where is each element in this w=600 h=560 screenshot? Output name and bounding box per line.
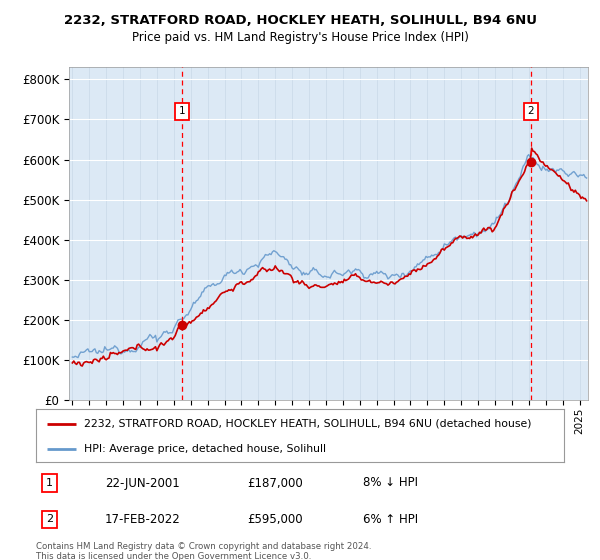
Text: 2: 2 (527, 106, 534, 116)
Text: 6% ↑ HPI: 6% ↑ HPI (364, 513, 418, 526)
Text: Price paid vs. HM Land Registry's House Price Index (HPI): Price paid vs. HM Land Registry's House … (131, 31, 469, 44)
Text: 1: 1 (178, 106, 185, 116)
Text: 2232, STRATFORD ROAD, HOCKLEY HEATH, SOLIHULL, B94 6NU: 2232, STRATFORD ROAD, HOCKLEY HEATH, SOL… (64, 14, 536, 27)
Text: 2: 2 (46, 515, 53, 524)
Text: 8% ↓ HPI: 8% ↓ HPI (364, 477, 418, 489)
Text: £595,000: £595,000 (247, 513, 303, 526)
Text: Contains HM Land Registry data © Crown copyright and database right 2024.
This d: Contains HM Land Registry data © Crown c… (36, 542, 371, 560)
Text: 1: 1 (46, 478, 53, 488)
Text: 22-JUN-2001: 22-JUN-2001 (104, 477, 179, 489)
Text: 17-FEB-2022: 17-FEB-2022 (104, 513, 181, 526)
Text: £187,000: £187,000 (247, 477, 303, 489)
Text: HPI: Average price, detached house, Solihull: HPI: Average price, detached house, Soli… (83, 444, 326, 454)
Text: 2232, STRATFORD ROAD, HOCKLEY HEATH, SOLIHULL, B94 6NU (detached house): 2232, STRATFORD ROAD, HOCKLEY HEATH, SOL… (83, 419, 531, 429)
